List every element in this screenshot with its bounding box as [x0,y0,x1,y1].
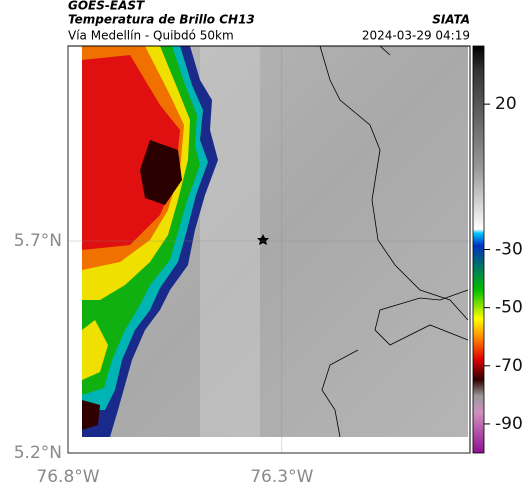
subtitle: Temperatura de Brillo CH13 [68,13,255,27]
colorbar-tick-label: -50 [495,298,523,318]
y-tick-label: 5.2°N [14,443,62,463]
y-tick-label: 5.7°N [14,231,62,251]
colorbar-tick-label: 20 [495,94,517,114]
x-tick-label: 76.3°W [250,467,313,487]
x-tick-label: 76.8°W [36,467,99,487]
satellite-image [82,45,469,438]
timestamp: 2024-03-29 04:19 [362,29,470,43]
route: Vía Medellín - Quibdó 50km [68,29,234,43]
colorbar-tick-label: -90 [495,414,523,434]
colorbar-tick-label: -30 [495,240,523,260]
location-star [257,234,269,245]
colorbar-tick-label: -70 [495,356,523,376]
colorbar [472,45,485,454]
source: SIATA [432,13,470,27]
title: GOES-EAST [68,0,145,13]
